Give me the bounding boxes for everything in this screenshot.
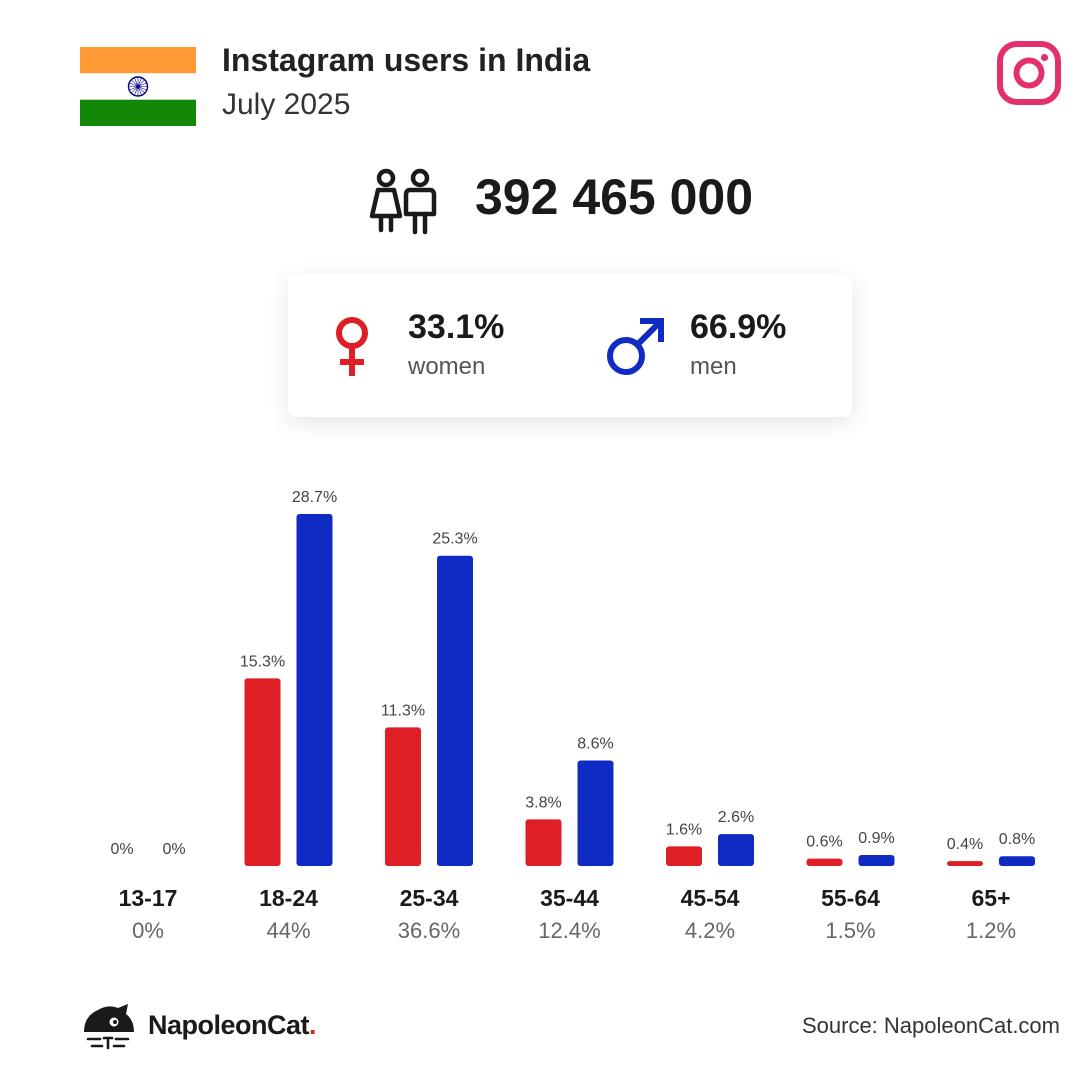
- women-bar: [806, 858, 843, 866]
- women-percentage: 33.1%: [408, 308, 505, 346]
- brand-name-text: NapoleonCat: [148, 1010, 310, 1040]
- women-value-label: 3.8%: [525, 794, 561, 811]
- category-total: 0%: [132, 918, 164, 943]
- men-value-label: 0.8%: [999, 831, 1035, 848]
- men-bar: [296, 514, 333, 866]
- napoleoncat-logo-icon: [84, 1004, 134, 1050]
- category-label: 65+: [971, 885, 1010, 911]
- category-total: 1.2%: [966, 918, 1016, 943]
- men-value-label: 0%: [162, 841, 185, 858]
- men-value-label: 8.6%: [577, 736, 613, 753]
- men-bar: [437, 555, 473, 866]
- india-flag-icon: [80, 47, 196, 126]
- women-value-label: 0.4%: [947, 836, 983, 853]
- women-bar: [525, 819, 562, 866]
- women-value-label: 11.3%: [381, 702, 425, 719]
- page-subtitle: July 2025: [222, 88, 351, 121]
- women-label: women: [408, 353, 486, 380]
- category-total: 44%: [266, 918, 310, 943]
- people-icon: [369, 168, 437, 235]
- category-label: 13-17: [119, 885, 178, 911]
- female-symbol-icon: [336, 317, 368, 376]
- category-label: 25-34: [400, 885, 459, 911]
- men-value-label: 28.7%: [292, 489, 337, 506]
- men-value-label: 25.3%: [432, 531, 477, 548]
- category-label: 18-24: [259, 885, 318, 911]
- category-total: 36.6%: [398, 918, 460, 943]
- brand-dot: .: [309, 1010, 317, 1040]
- category-label: 35-44: [540, 885, 599, 911]
- category-label: 55-64: [821, 885, 880, 911]
- men-bar: [577, 760, 614, 866]
- age-gender-bar-chart: 0% 0% 13-17 0% 15.3% 28.7% 18-24 44% 11.3% 25.3% 2…: [110, 489, 1035, 943]
- women-value-label: 0%: [110, 841, 133, 858]
- page-title: Instagram users in India: [222, 42, 591, 78]
- category-label: 45-54: [681, 885, 740, 911]
- women-value-label: 1.6%: [666, 821, 702, 838]
- total-users-count: 392 465 000: [475, 169, 754, 225]
- men-value-label: 2.6%: [718, 809, 754, 826]
- women-bar: [385, 727, 421, 866]
- men-bar: [718, 834, 754, 866]
- brand-name: NapoleonCat.: [148, 1010, 317, 1041]
- men-value-label: 0.9%: [858, 830, 894, 847]
- men-percentage: 66.9%: [690, 308, 787, 346]
- category-total: 1.5%: [825, 918, 875, 943]
- women-bar: [947, 861, 983, 866]
- source-credit: Source: NapoleonCat.com: [801, 1013, 1060, 1038]
- men-bar: [999, 856, 1035, 866]
- gender-split-card: [288, 274, 852, 417]
- category-total: 12.4%: [538, 918, 600, 943]
- women-value-label: 15.3%: [240, 653, 285, 670]
- men-label: men: [690, 353, 737, 380]
- women-bar: [244, 678, 281, 866]
- male-symbol-icon: [607, 318, 664, 375]
- instagram-logo-icon: [997, 41, 1061, 105]
- category-total: 4.2%: [685, 918, 735, 943]
- women-bar: [666, 846, 702, 866]
- men-bar: [858, 854, 895, 866]
- women-value-label: 0.6%: [806, 834, 842, 851]
